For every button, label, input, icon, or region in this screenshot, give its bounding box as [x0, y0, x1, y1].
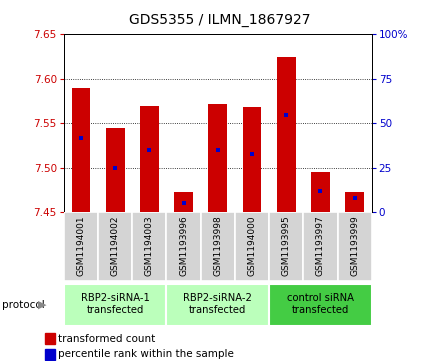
Text: protocol: protocol — [2, 300, 45, 310]
Bar — [337, 212, 372, 281]
Bar — [311, 172, 330, 212]
Text: GSM1194001: GSM1194001 — [77, 215, 85, 276]
Bar — [64, 212, 98, 281]
Text: percentile rank within the sample: percentile rank within the sample — [58, 349, 234, 359]
Bar — [235, 212, 269, 281]
Text: transformed count: transformed count — [58, 334, 156, 344]
Bar — [71, 88, 90, 212]
Text: control siRNA
transfected: control siRNA transfected — [287, 293, 354, 315]
Bar — [303, 212, 337, 281]
Bar — [269, 212, 303, 281]
Text: RBP2-siRNA-1
transfected: RBP2-siRNA-1 transfected — [81, 293, 150, 315]
Bar — [166, 284, 269, 326]
Text: GSM1193999: GSM1193999 — [350, 215, 359, 276]
Bar — [132, 212, 166, 281]
Text: GSM1193996: GSM1193996 — [179, 215, 188, 276]
Bar — [98, 212, 132, 281]
Text: GSM1194002: GSM1194002 — [110, 215, 120, 276]
Bar — [45, 333, 55, 344]
Text: GSM1193997: GSM1193997 — [316, 215, 325, 276]
Bar — [140, 106, 159, 212]
Text: ▶: ▶ — [38, 300, 47, 310]
Bar — [64, 284, 166, 326]
Text: GSM1193995: GSM1193995 — [282, 215, 291, 276]
Text: RBP2-siRNA-2
transfected: RBP2-siRNA-2 transfected — [183, 293, 252, 315]
Bar — [106, 128, 125, 212]
Bar — [45, 349, 55, 360]
Bar — [345, 192, 364, 212]
Bar — [269, 284, 372, 326]
Bar — [201, 212, 235, 281]
Bar — [209, 104, 227, 212]
Bar — [174, 192, 193, 212]
Text: GDS5355 / ILMN_1867927: GDS5355 / ILMN_1867927 — [129, 13, 311, 27]
Text: GSM1193998: GSM1193998 — [213, 215, 222, 276]
Text: GSM1194000: GSM1194000 — [248, 215, 257, 276]
Bar — [166, 212, 201, 281]
Bar — [277, 57, 296, 212]
Bar — [242, 106, 261, 212]
Text: GSM1194003: GSM1194003 — [145, 215, 154, 276]
